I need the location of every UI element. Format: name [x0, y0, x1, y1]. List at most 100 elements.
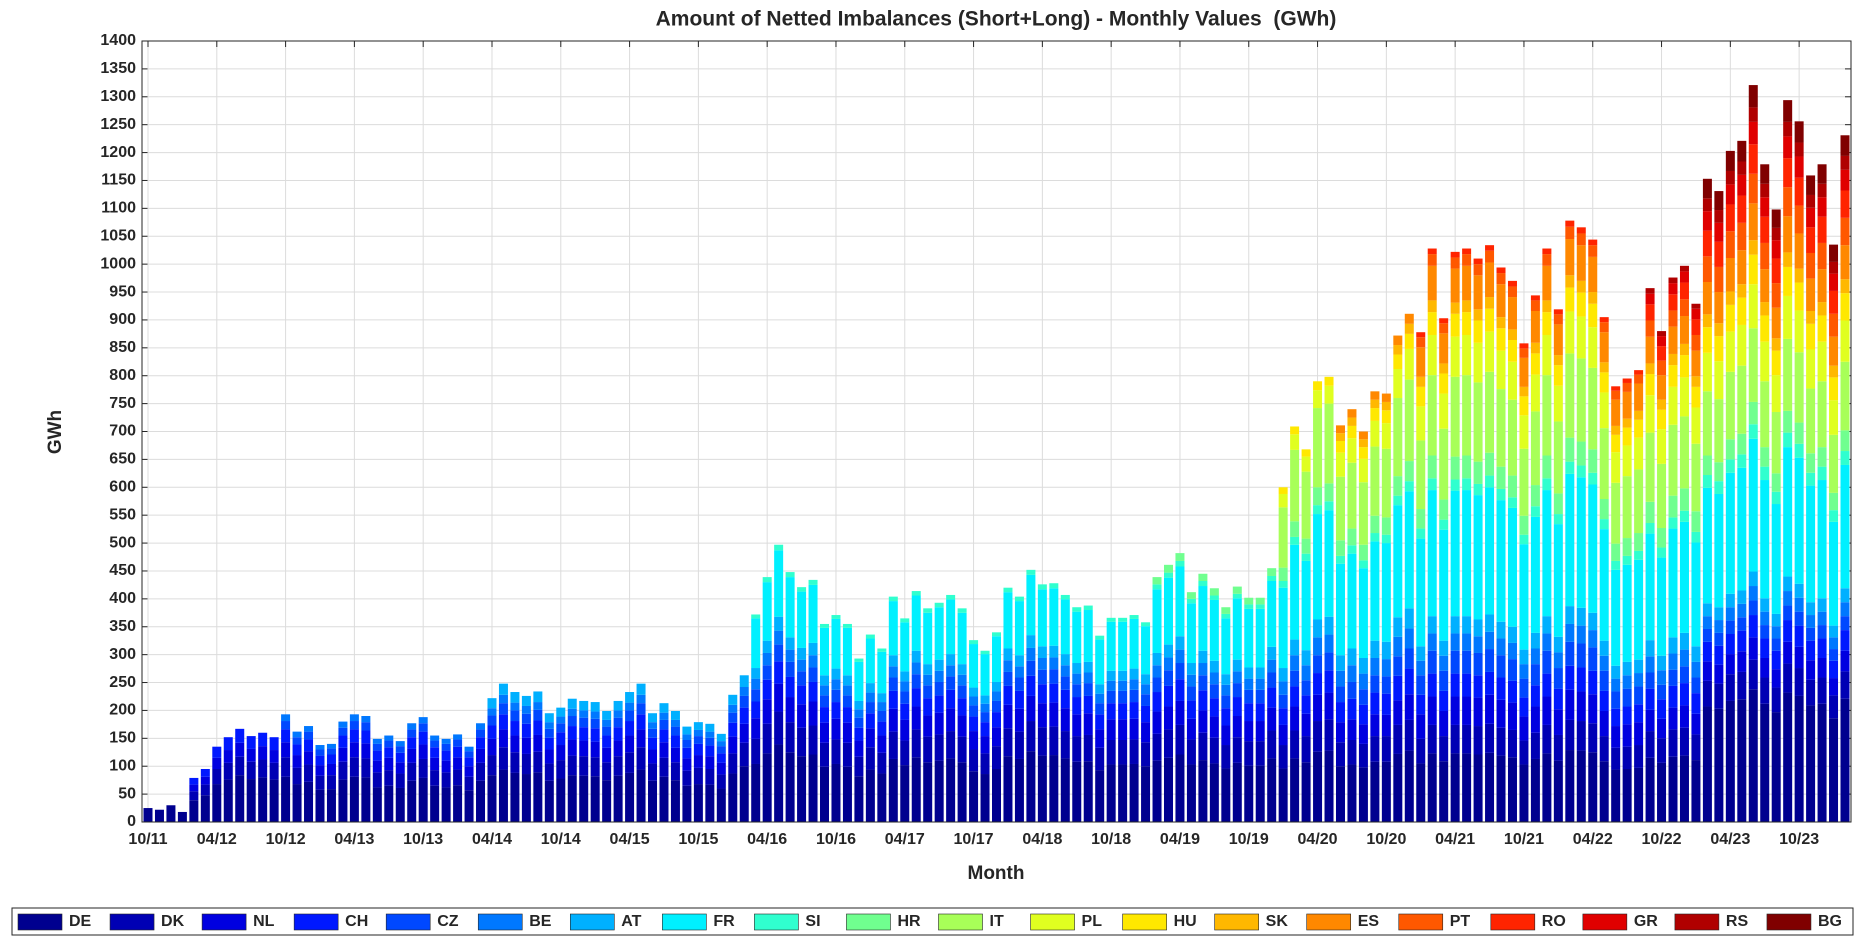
bar-segment — [1416, 694, 1426, 715]
bar-segment — [1794, 668, 1804, 696]
bar-segment — [1760, 677, 1770, 704]
bar-segment — [315, 745, 325, 750]
legend-label: CZ — [437, 913, 459, 930]
bar-segment — [1129, 718, 1139, 740]
bar-segment — [808, 667, 818, 682]
bar-segment — [1290, 706, 1300, 731]
bar-segment — [1324, 616, 1334, 635]
bar-segment — [1737, 433, 1747, 455]
bar-segment — [1829, 273, 1839, 291]
bar-segment — [1427, 478, 1437, 491]
x-tick-label: 04/20 — [1298, 831, 1338, 848]
bar-segment — [1553, 709, 1563, 735]
bar-segment — [1576, 280, 1586, 293]
bar-segment — [1702, 628, 1712, 642]
bar-segment — [1634, 410, 1644, 420]
bar-segment — [384, 735, 394, 741]
x-tick-label: 04/22 — [1573, 831, 1613, 848]
bar-segment — [1829, 678, 1839, 696]
bar-segment — [1427, 753, 1437, 822]
bar-segment — [1760, 242, 1770, 270]
bar-segment — [1817, 638, 1827, 658]
bar-segment — [1794, 310, 1804, 353]
bar-segment — [567, 698, 577, 709]
bar-segment — [1496, 621, 1506, 639]
bar-segment — [1748, 254, 1758, 285]
bar-segment — [315, 789, 325, 822]
bar-segment — [1542, 616, 1552, 634]
bar-segment — [1599, 655, 1609, 671]
bar-segment — [1301, 538, 1311, 554]
bar-segment — [1519, 343, 1529, 349]
y-tick-label: 900 — [109, 311, 136, 328]
legend-swatch — [754, 913, 799, 931]
bar-segment — [1083, 683, 1093, 696]
legend-swatch — [385, 913, 431, 931]
bar-segment — [1679, 271, 1689, 283]
bar-segment — [1439, 529, 1449, 641]
bar-segment — [842, 742, 852, 767]
bar-segment — [1794, 142, 1804, 157]
bar-segment — [1783, 432, 1793, 448]
bar-segment — [304, 726, 314, 732]
bar-segment — [877, 735, 887, 753]
bar-segment — [1209, 737, 1219, 764]
bar-segment — [1645, 320, 1655, 337]
bar-segment — [865, 683, 875, 693]
bar-segment — [888, 731, 898, 759]
bar-segment — [338, 727, 348, 736]
bar-segment — [1622, 382, 1632, 392]
bar-segment — [1737, 365, 1747, 434]
bar-segment — [670, 747, 680, 763]
bar-segment — [1026, 751, 1036, 822]
bar-segment — [1335, 766, 1345, 822]
bar-segment — [1324, 750, 1334, 822]
bar-segment — [946, 654, 956, 666]
bar-segment — [739, 766, 749, 822]
bar-segment — [556, 732, 566, 746]
bar-segment — [1278, 567, 1288, 582]
bar-segment — [1416, 509, 1426, 529]
bar-segment — [1668, 424, 1678, 496]
bar-segment — [1175, 649, 1185, 664]
bar-segment — [1083, 605, 1093, 611]
bar-segment — [865, 728, 875, 748]
bar-segment — [246, 748, 256, 762]
bar-segment — [1152, 665, 1162, 678]
bar-segment — [602, 762, 612, 781]
bar-segment — [1748, 284, 1758, 329]
bar-segment — [1186, 598, 1196, 604]
y-tick-label: 500 — [109, 534, 136, 551]
bar-segment — [544, 713, 554, 723]
bar-segment — [648, 749, 658, 764]
bar-segment — [1714, 683, 1724, 709]
bar-segment — [1611, 386, 1621, 391]
bar-segment — [1370, 736, 1380, 762]
legend-label: SI — [805, 913, 820, 930]
bar-segment — [1840, 293, 1850, 321]
bar-segment — [1209, 660, 1219, 673]
legend-swatch — [1490, 913, 1536, 931]
bar-segment — [1014, 731, 1024, 759]
bar-segment — [1507, 399, 1517, 476]
bar-segment — [189, 784, 199, 792]
bar-segment — [1049, 755, 1059, 822]
bar-segment — [1588, 367, 1598, 450]
bar-segment — [498, 729, 508, 748]
bar-segment — [1645, 672, 1655, 689]
bar-segment — [1668, 707, 1678, 730]
bar-segment — [372, 743, 382, 751]
bar-segment — [395, 787, 405, 822]
bar-segment — [1335, 742, 1345, 767]
bar-segment — [1358, 704, 1368, 725]
bar-segment — [693, 736, 703, 744]
bar-segment — [1760, 466, 1770, 481]
y-tick-label: 600 — [109, 479, 136, 496]
bar-segment — [1393, 398, 1403, 477]
bar-segment — [1668, 277, 1678, 284]
bar-segment — [1576, 667, 1586, 692]
bar-segment — [1634, 370, 1644, 375]
bar-segment — [1014, 758, 1024, 822]
bar-segment — [1255, 667, 1265, 679]
bar-segment — [1725, 593, 1735, 608]
